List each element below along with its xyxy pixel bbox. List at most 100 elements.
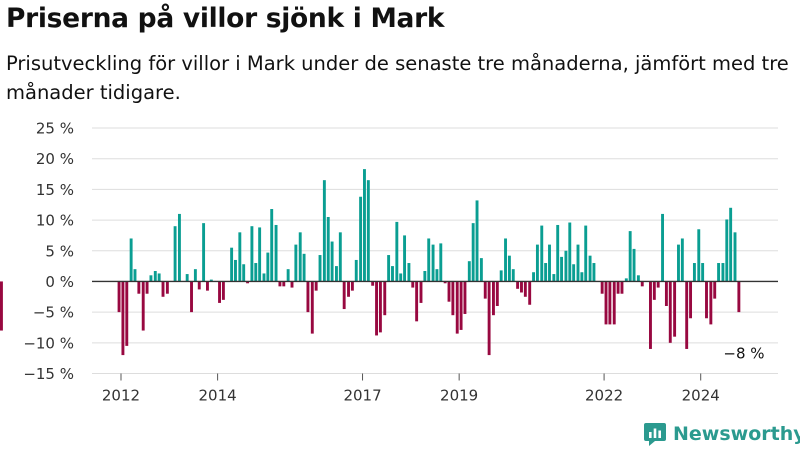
bar: [254, 263, 258, 282]
bar: [165, 281, 169, 294]
bar: [399, 273, 403, 282]
bar: [202, 223, 206, 282]
bar: [129, 238, 133, 282]
bar: [326, 216, 330, 282]
bar: [419, 281, 423, 303]
bar: [266, 252, 270, 282]
bar: [588, 255, 592, 282]
bar: [628, 231, 632, 282]
bar: [338, 232, 342, 282]
bar: [153, 271, 157, 282]
bar: [592, 263, 596, 282]
bar: [395, 221, 399, 282]
bar: [294, 244, 298, 282]
y-tick-label: 10 %: [36, 212, 74, 230]
bar: [516, 281, 520, 289]
bar: [721, 263, 725, 282]
bar: [616, 281, 620, 294]
bar: [685, 281, 689, 349]
bar: [250, 226, 254, 282]
bar: [427, 238, 431, 282]
bar: [197, 281, 201, 290]
bars: [0, 169, 741, 356]
bar: [624, 278, 628, 282]
bar: [145, 281, 149, 294]
newsworthy-logo-icon: [644, 423, 666, 446]
bar: [520, 281, 523, 293]
bar: [218, 281, 221, 303]
bar: [334, 266, 338, 282]
bar: [507, 255, 511, 282]
bar: [511, 269, 515, 282]
bar: [423, 271, 427, 282]
x-tick-label: 2012: [102, 387, 140, 405]
bar: [692, 263, 696, 282]
bar: [133, 269, 137, 282]
bar: [302, 253, 306, 282]
chart-subtitle: Prisutveckling för villor i Mark under d…: [6, 52, 789, 104]
bar: [697, 229, 701, 282]
bar: [459, 281, 463, 330]
bar: [258, 227, 262, 282]
bar: [548, 244, 551, 282]
bar: [443, 281, 447, 284]
y-tick-label: 15 %: [36, 181, 74, 199]
bar: [528, 281, 532, 305]
bar: [717, 263, 721, 282]
bar: [173, 226, 177, 282]
bar: [463, 281, 467, 314]
bar: [733, 232, 737, 282]
bar: [298, 232, 302, 282]
bar: [652, 281, 656, 300]
bar: [117, 281, 121, 313]
bar: [121, 281, 125, 356]
bar: [403, 235, 407, 282]
bar: [471, 223, 475, 282]
bar: [673, 281, 677, 337]
bar: [552, 274, 556, 282]
bar: [689, 281, 693, 319]
bar: [310, 281, 314, 334]
data-labels: −8 %: [723, 345, 764, 363]
bar: [532, 272, 536, 282]
bar: [504, 238, 507, 282]
bar: [246, 281, 250, 284]
y-tick-label: 5 %: [45, 242, 74, 260]
y-tick-label: −10 %: [23, 334, 74, 352]
x-tick-label: 2019: [440, 387, 478, 405]
x-tick-label: 2024: [682, 387, 720, 405]
bar: [141, 281, 145, 331]
bar: [713, 281, 717, 299]
bar: [568, 222, 572, 282]
bar: [632, 248, 636, 282]
y-tick-label: −5 %: [33, 304, 74, 322]
bar: [350, 281, 354, 291]
bar: [649, 281, 652, 349]
bar: [282, 281, 286, 287]
bar: [447, 281, 451, 302]
bar: [584, 225, 588, 282]
chart-title: Priserna på villor sjönk i Mark: [6, 3, 445, 34]
bar: [371, 281, 375, 286]
bar: [435, 269, 439, 282]
bar: [664, 281, 668, 306]
bar: [479, 258, 483, 282]
y-tick-label: −15 %: [23, 365, 74, 383]
bar: [407, 263, 411, 282]
bar: [564, 250, 568, 282]
bar: [125, 281, 129, 346]
bar: [363, 169, 366, 282]
bar: [544, 263, 548, 282]
bar: [467, 261, 471, 282]
bar: [322, 180, 326, 282]
x-tick-label: 2022: [585, 387, 623, 405]
bar: [560, 256, 564, 282]
bar: [556, 224, 560, 282]
x-axis: 2012 2014 2017 2019 2022 2024: [102, 373, 720, 405]
bar: [737, 281, 741, 313]
bar: [612, 281, 616, 325]
bar: [656, 281, 660, 288]
bar: [290, 281, 294, 288]
bar: [157, 273, 161, 282]
bar: [523, 281, 527, 297]
